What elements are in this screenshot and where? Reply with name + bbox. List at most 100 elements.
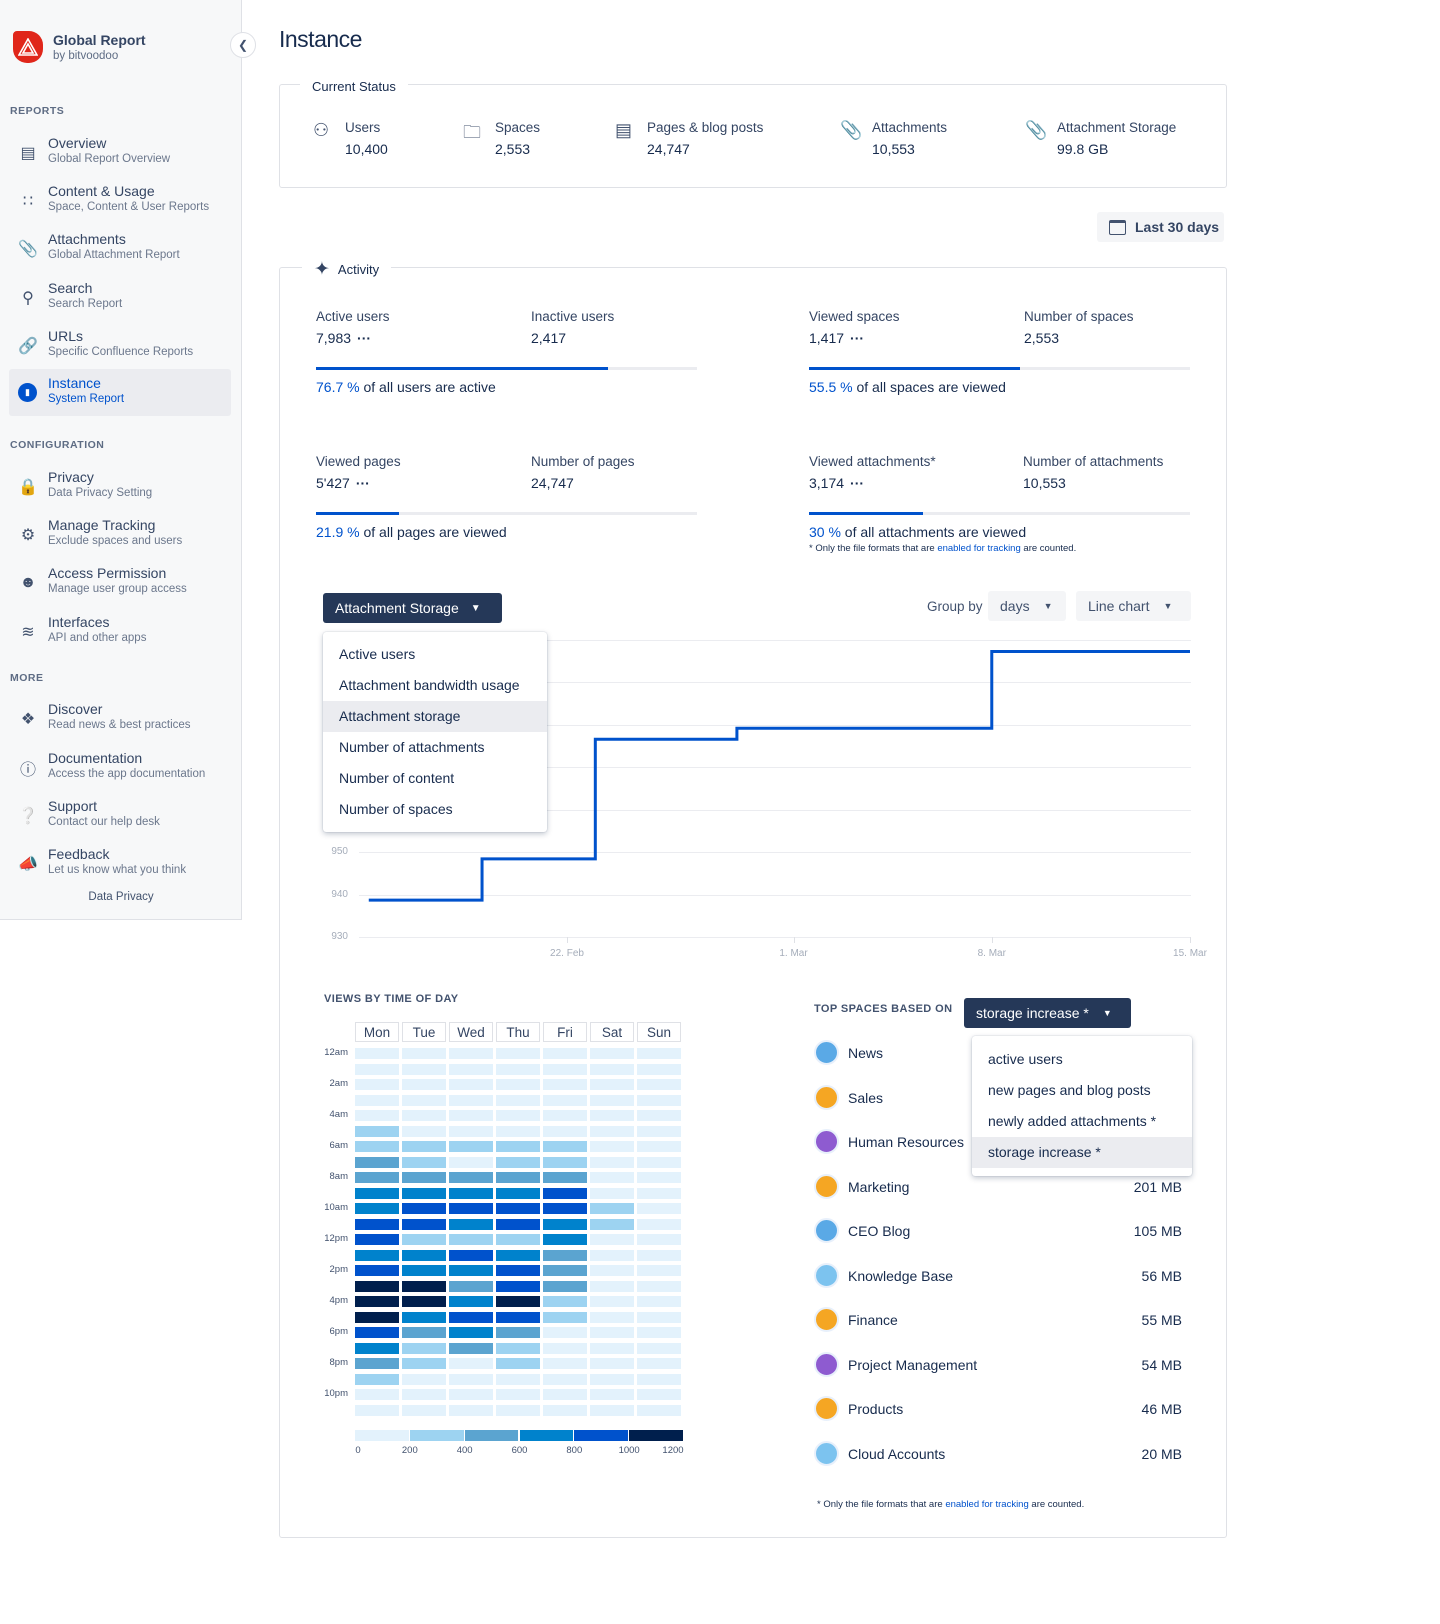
- heatmap-cell[interactable]: [355, 1280, 399, 1292]
- space-name[interactable]: Marketing: [848, 1178, 910, 1195]
- more-icon[interactable]: ···: [357, 330, 372, 346]
- heatmap-cell[interactable]: [449, 1234, 493, 1245]
- top-spaces-option[interactable]: newly added attachments *: [988, 1113, 1157, 1129]
- heatmap-cell[interactable]: [355, 1404, 399, 1416]
- heatmap-cell[interactable]: [402, 1296, 446, 1307]
- chart-type-select[interactable]: Line chart ▼: [1076, 591, 1191, 621]
- heatmap-cell[interactable]: [402, 1156, 446, 1168]
- heatmap-cell[interactable]: [590, 1187, 634, 1199]
- heatmap-cell[interactable]: [355, 1373, 399, 1385]
- heatmap-cell[interactable]: [496, 1079, 540, 1090]
- heatmap-cell[interactable]: [449, 1187, 493, 1199]
- sidebar-item-instance[interactable]: ▮ Instance System Report: [9, 369, 231, 416]
- heatmap-cell[interactable]: [590, 1172, 634, 1183]
- heatmap-cell[interactable]: [637, 1311, 681, 1323]
- sidebar-item-overview[interactable]: ▤ Overview Global Report Overview: [9, 129, 231, 176]
- heatmap-cell[interactable]: [402, 1358, 446, 1369]
- space-name[interactable]: Project Management: [848, 1356, 978, 1373]
- heatmap-cell[interactable]: [637, 1187, 681, 1199]
- heatmap-cell[interactable]: [543, 1141, 587, 1152]
- data-privacy-link[interactable]: Data Privacy: [88, 891, 154, 903]
- heatmap-cell[interactable]: [402, 1063, 446, 1075]
- heatmap-cell[interactable]: [590, 1094, 634, 1106]
- sidebar-item-attachments[interactable]: 📎 Attachments Global Attachment Report: [9, 225, 231, 272]
- heatmap-cell[interactable]: [355, 1249, 399, 1261]
- heatmap-cell[interactable]: [590, 1327, 634, 1338]
- top-spaces-option[interactable]: storage increase *: [972, 1137, 1192, 1168]
- heatmap-cell[interactable]: [590, 1079, 634, 1090]
- heatmap-cell[interactable]: [355, 1110, 399, 1121]
- heatmap-cell[interactable]: [637, 1141, 681, 1152]
- heatmap-cell[interactable]: [496, 1311, 540, 1323]
- heatmap-cell[interactable]: [355, 1218, 399, 1230]
- heatmap-cell[interactable]: [449, 1079, 493, 1090]
- space-name[interactable]: Knowledge Base: [848, 1267, 954, 1284]
- space-name[interactable]: Products: [848, 1401, 904, 1417]
- heatmap-cell[interactable]: [590, 1048, 634, 1059]
- heatmap-cell[interactable]: [449, 1373, 493, 1385]
- heatmap-cell[interactable]: [496, 1249, 540, 1261]
- sidebar-item-interfaces[interactable]: ≋ Interfaces API and other apps: [9, 608, 231, 655]
- heatmap-cell[interactable]: [543, 1249, 587, 1261]
- heatmap-cell[interactable]: [590, 1063, 634, 1075]
- period-button[interactable]: Last 30 days: [1097, 212, 1224, 242]
- heatmap-cell[interactable]: [590, 1404, 634, 1416]
- heatmap-cell[interactable]: [637, 1373, 681, 1385]
- heatmap-cell[interactable]: [543, 1094, 587, 1106]
- heatmap-cell[interactable]: [543, 1404, 587, 1416]
- heatmap-cell[interactable]: [543, 1389, 587, 1400]
- heatmap-cell[interactable]: [637, 1389, 681, 1400]
- heatmap-cell[interactable]: [449, 1249, 493, 1261]
- heatmap-cell[interactable]: [402, 1094, 446, 1106]
- collapse-sidebar-button[interactable]: ❮: [230, 32, 256, 58]
- heatmap-cell[interactable]: [355, 1342, 399, 1354]
- heatmap-cell[interactable]: [637, 1327, 681, 1338]
- heatmap-cell[interactable]: [355, 1203, 399, 1214]
- heatmap-cell[interactable]: [590, 1296, 634, 1307]
- heatmap-cell[interactable]: [496, 1156, 540, 1168]
- heatmap-cell[interactable]: [496, 1342, 540, 1354]
- sidebar-item-urls[interactable]: 🔗 URLs Specific Confluence Reports: [9, 322, 231, 369]
- heatmap-cell[interactable]: [449, 1311, 493, 1323]
- heatmap-cell[interactable]: [402, 1342, 446, 1354]
- space-name[interactable]: Cloud Accounts: [848, 1445, 946, 1462]
- heatmap-cell[interactable]: [402, 1327, 446, 1338]
- heatmap-cell[interactable]: [355, 1094, 399, 1106]
- sidebar-item-privacy[interactable]: 🔒 Privacy Data Privacy Setting: [9, 463, 231, 510]
- heatmap-cell[interactable]: [402, 1110, 446, 1121]
- heatmap-cell[interactable]: [496, 1125, 540, 1137]
- heatmap-cell[interactable]: [590, 1110, 634, 1121]
- sidebar-item-search[interactable]: ⚲ Search Search Report: [9, 274, 231, 321]
- heatmap-cell[interactable]: [402, 1373, 446, 1385]
- space-name[interactable]: News: [848, 1045, 884, 1061]
- more-icon[interactable]: ···: [355, 475, 370, 491]
- heatmap-cell[interactable]: [496, 1094, 540, 1106]
- heatmap-cell[interactable]: [637, 1094, 681, 1106]
- sidebar-item-support[interactable]: ❔ Support Contact our help desk: [9, 792, 231, 839]
- heatmap-cell[interactable]: [496, 1172, 540, 1183]
- heatmap-cell[interactable]: [496, 1234, 540, 1245]
- heatmap-cell[interactable]: [637, 1296, 681, 1307]
- heatmap-cell[interactable]: [355, 1187, 399, 1199]
- heatmap-cell[interactable]: [496, 1203, 540, 1214]
- heatmap-cell[interactable]: [543, 1079, 587, 1090]
- heatmap-cell[interactable]: [449, 1110, 493, 1121]
- heatmap-cell[interactable]: [543, 1327, 587, 1338]
- heatmap-cell[interactable]: [543, 1280, 587, 1292]
- space-name[interactable]: Sales: [848, 1089, 884, 1106]
- heatmap-cell[interactable]: [637, 1234, 681, 1245]
- space-name[interactable]: Finance: [848, 1312, 898, 1328]
- top-spaces-option[interactable]: new pages and blog posts: [988, 1082, 1151, 1098]
- enabled-for-tracking-link[interactable]: enabled for tracking: [937, 543, 1021, 554]
- heatmap-cell[interactable]: [590, 1358, 634, 1369]
- heatmap-cell[interactable]: [496, 1280, 540, 1292]
- heatmap-cell[interactable]: [496, 1265, 540, 1276]
- heatmap-cell[interactable]: [543, 1048, 587, 1059]
- heatmap-cell[interactable]: [449, 1141, 493, 1152]
- heatmap-cell[interactable]: [355, 1063, 399, 1075]
- heatmap-cell[interactable]: [590, 1389, 634, 1400]
- heatmap-cell[interactable]: [543, 1203, 587, 1214]
- heatmap-cell[interactable]: [637, 1048, 681, 1059]
- heatmap-cell[interactable]: [449, 1404, 493, 1416]
- heatmap-cell[interactable]: [590, 1234, 634, 1245]
